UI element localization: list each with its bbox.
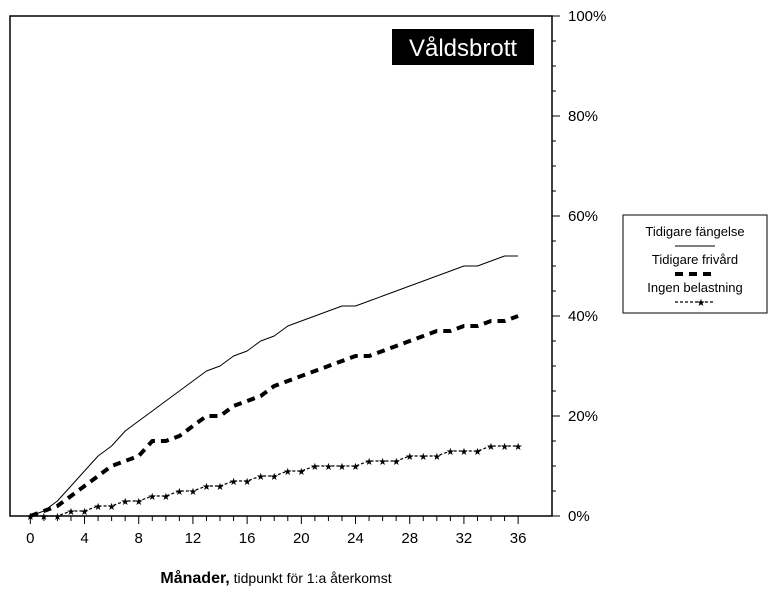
series-2-point: ★ [324,462,333,473]
series-2-point: ★ [161,492,170,503]
y-tick-label: 20% [568,408,598,425]
series-2-point: ★ [256,472,265,483]
x-tick-label: 24 [347,530,364,547]
series-2-point: ★ [121,497,130,508]
series-2-point: ★ [283,467,292,478]
y-tick-label: 60% [568,208,598,225]
series-line-1 [29,314,519,518]
y-tick-label: 0% [568,508,590,525]
chart-title-background [392,29,534,65]
series-2-point: ★ [216,482,225,493]
legend-star-2: ★ [697,298,706,309]
series-2-point: ★ [514,442,523,453]
series-2-point: ★ [378,457,387,468]
x-tick-label: 4 [80,530,88,547]
y-tick-label: 80% [568,108,598,125]
series-2-point: ★ [459,447,468,458]
x-tick-label: 20 [293,530,310,547]
series-2-point: ★ [500,442,509,453]
x-axis: 0 4 8 12 16 20 24 28 32 36 [26,516,526,547]
x-axis-label: Månader, tidpunkt för 1:a återkomst [160,569,391,587]
series-2-point: ★ [175,487,184,498]
series-2-point: ★ [26,512,35,523]
series-2-point: ★ [487,442,496,453]
series-2-point: ★ [365,457,374,468]
series-2-point: ★ [107,502,116,513]
y-axis: 0% 20% 40% 60% 80% 100% [552,8,606,525]
chart-title: Våldsbrott [409,35,517,62]
y-tick-label: 40% [568,308,598,325]
legend-box [622,214,768,314]
series-2-point: ★ [297,467,306,478]
series-2-point: ★ [66,507,75,518]
series-2-point: ★ [80,507,89,518]
x-axis-label-rest: tidpunkt för 1:a återkomst [230,570,392,586]
series-2-point: ★ [202,482,211,493]
legend-label-1: Tidigare frivård [652,252,738,267]
series-2-point: ★ [419,452,428,463]
series-2-point: ★ [392,457,401,468]
series-2-point: ★ [229,477,238,488]
series-line-0 [30,255,519,517]
series-2-point: ★ [243,477,252,488]
series-2-point: ★ [134,497,143,508]
series-2-point: ★ [446,447,455,458]
series-2-point: ★ [188,487,197,498]
x-tick-label: 32 [456,530,473,547]
x-tick-label: 28 [401,530,418,547]
series-layer: ★ ★ ★ ★ ★ ★ ★ ★ ★ ★ ★ ★ ★ ★ ★ ★ ★ ★ ★ ★ ★ ★ ★ ★ ★ ★ ★ ★ ★ ★ ★ ★ ★ ★ ★ ★ ★ [26,255,523,523]
series-line-2 [30,445,519,517]
y-tick-label: 100% [568,8,606,25]
x-tick-label: 0 [26,530,34,547]
series-2-point: ★ [351,462,360,473]
x-tick-label: 12 [185,530,202,547]
legend: Tidigare fängelse Tidigare frivård Ingen… [622,214,768,314]
legend-label-2: Ingen belastning [647,280,742,295]
x-tick-label: 8 [135,530,143,547]
series-2-point: ★ [310,462,319,473]
x-tick-label: 36 [510,530,527,547]
chart-title-box: Våldsbrott [392,29,534,65]
series-2-point: ★ [94,502,103,513]
series-2-point: ★ [148,492,157,503]
series-2-point: ★ [39,512,48,523]
series-2-point: ★ [53,512,62,523]
x-tick-label: 16 [239,530,256,547]
series-2-point: ★ [337,462,346,473]
series-2-point: ★ [473,447,482,458]
series-2-point: ★ [270,472,279,483]
series-2-point: ★ [405,452,414,463]
x-axis-label-bold: Månader, [160,569,229,587]
legend-label-0: Tidigare fängelse [645,224,744,239]
series-2-point: ★ [432,452,441,463]
